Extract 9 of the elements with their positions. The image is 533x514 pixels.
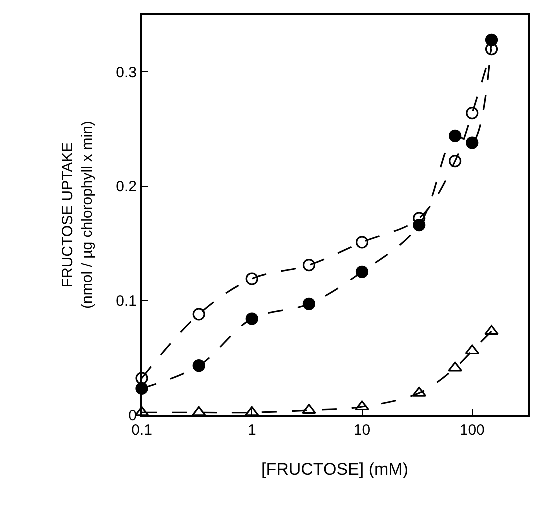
x-tick-label: 10 (354, 422, 371, 439)
x-tick-label: 1 (248, 422, 256, 439)
x-tick-label: 100 (460, 422, 485, 439)
y-axis-title: FRUCTOSE UPTAKE (nmol / µg chlorophyll x min) (59, 121, 96, 309)
x-axis-title: [FRUCTOSE] (mM) (261, 460, 409, 479)
y-tick-label: 0.2 (116, 178, 137, 196)
y-tick-label: 0.3 (116, 64, 137, 82)
x-tick-label: 0.1 (132, 422, 152, 439)
y-tick-label: 0.1 (116, 292, 137, 310)
